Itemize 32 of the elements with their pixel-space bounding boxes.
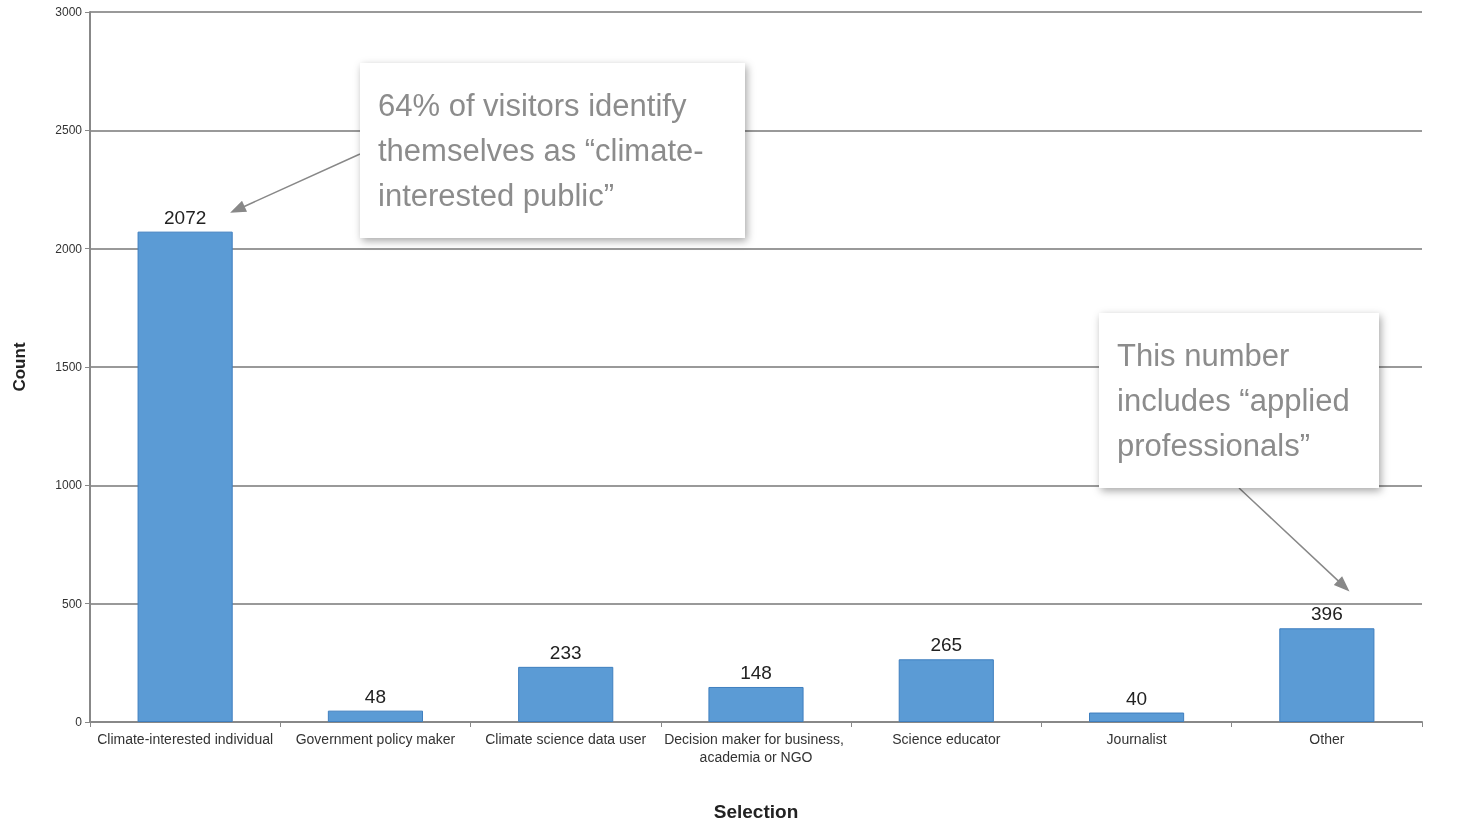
y-tick-label: 500 (61, 596, 83, 611)
x-tick-label: Decision maker for business, academia or NGO (664, 731, 848, 765)
y-tick-label: 3000 (55, 5, 83, 19)
y-axis-title: Count (10, 342, 29, 392)
bar (708, 686, 804, 722)
y-tick-label: 1000 (55, 478, 83, 493)
annotation: 64% of visitors identify themselves as “climate-interested public” (360, 63, 745, 238)
data-label: 148 (740, 661, 772, 683)
bar (1279, 628, 1375, 722)
bar (1089, 712, 1185, 722)
x-tick-label: Science educator (892, 731, 1001, 747)
x-tick-label: Climate-interested individual (97, 731, 274, 747)
x-tick-label: Journalist (1106, 731, 1167, 747)
data-label: 396 (1311, 603, 1343, 625)
y-tick-label: 0 (75, 715, 83, 729)
data-label: 2072 (164, 206, 207, 228)
x-tick-label: Other (1309, 731, 1345, 747)
data-label: 40 (1126, 687, 1148, 709)
x-tick-label: Government policy maker (295, 731, 456, 747)
bar (327, 710, 423, 722)
y-tick-label: 2000 (55, 241, 83, 256)
bar (898, 659, 994, 722)
bar (137, 231, 233, 722)
data-label: 233 (549, 641, 582, 663)
x-tick-label: Climate science data user (485, 731, 647, 747)
annotation: This number includes “applied professionals” (1099, 313, 1379, 488)
data-label: 265 (930, 634, 963, 656)
x-axis-title: Selection (713, 801, 799, 822)
y-tick-label: 1500 (55, 360, 83, 374)
y-tick-label: 2500 (55, 123, 83, 138)
data-label: 48 (364, 685, 386, 707)
bar (518, 666, 614, 722)
